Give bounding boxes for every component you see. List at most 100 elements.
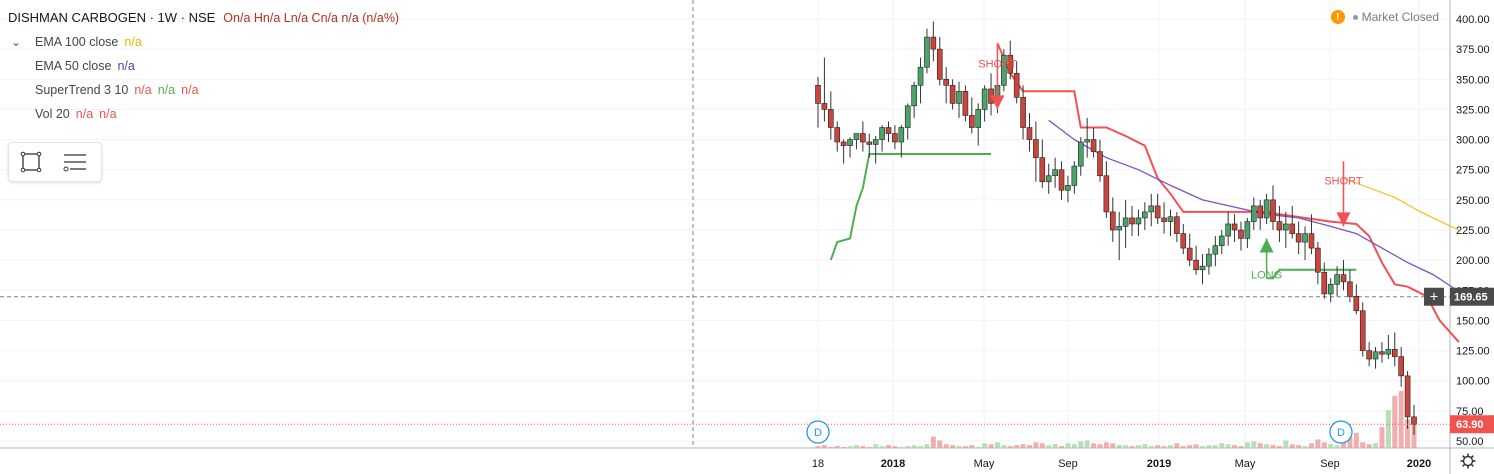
candle-body: [872, 139, 879, 145]
volume-bar: [1238, 446, 1244, 448]
gear-icon[interactable]: [1460, 453, 1476, 469]
volume-bar: [1167, 445, 1173, 448]
indicator-label: EMA 50 close: [35, 59, 112, 73]
volume-bar: [1110, 443, 1116, 448]
candle-body: [1315, 247, 1321, 273]
candle-body: [1263, 199, 1270, 219]
gear-icon-ring: [1462, 455, 1474, 467]
dividend-marker-label: D: [814, 427, 822, 439]
volume-bar: [969, 445, 975, 448]
legend-indicator-row[interactable]: Vol 20 n/a n/a: [8, 102, 399, 126]
candle-body: [1193, 259, 1199, 271]
plus-icon[interactable]: +: [1430, 289, 1439, 306]
crosshair-price-bg: [1450, 287, 1494, 306]
dividend-marker-circle: [806, 420, 830, 444]
supertrend-down-line: [996, 42, 1460, 343]
ema100-line: [1343, 177, 1460, 231]
candle-body: [1283, 223, 1289, 231]
crosshair-price-label: 169.65: [1454, 292, 1488, 304]
price-tick-label: 325.00: [1456, 104, 1490, 116]
candle-body: [975, 109, 982, 128]
volume-bar: [1148, 446, 1154, 448]
volume-bar: [1200, 446, 1206, 448]
volume-bar: [1193, 444, 1199, 448]
candle-body: [1129, 217, 1135, 225]
collapse-legend-icon[interactable]: ⌄: [10, 35, 22, 49]
short-signal-label: SHORT: [978, 58, 1017, 70]
candle-body: [1257, 205, 1263, 219]
indicator-value: n/a: [75, 107, 94, 121]
candle-body: [1103, 175, 1110, 213]
candle-body: [1391, 349, 1398, 357]
legend-symbol-row: DISHMAN CARBOGEN · 1W · NSE On/a Hn/a Ln…: [8, 6, 399, 30]
candle-body: [1097, 151, 1103, 177]
volume-bar: [841, 447, 847, 448]
volume-bar: [1014, 445, 1020, 448]
volume-bar: [1123, 445, 1129, 448]
symbol-title[interactable]: DISHMAN CARBOGEN · 1W · NSE: [8, 10, 216, 25]
volume-bar: [1001, 445, 1007, 448]
volume-bar: [1244, 442, 1250, 448]
price-tick-label: 125.00: [1456, 346, 1490, 358]
volume-bar: [1059, 446, 1065, 448]
time-tick-label: 18: [812, 458, 824, 470]
volume-bar: [1206, 445, 1212, 448]
candle-body: [962, 91, 969, 116]
dividend-marker-circle: [1329, 420, 1353, 444]
indicator-label: SuperTrend 3 10: [35, 83, 129, 97]
indicator-value: n/a: [124, 35, 142, 49]
list-settings-icon[interactable]: [53, 144, 97, 180]
dividend-marker[interactable]: D: [806, 420, 830, 444]
price-tick-label: 275.00: [1456, 165, 1490, 177]
legend-indicator-row[interactable]: EMA 50 close n/a: [8, 54, 399, 78]
volume-bar: [1155, 445, 1161, 448]
candle-body: [1090, 139, 1097, 152]
volume-bar: [1270, 445, 1276, 448]
price-tick-label: 350.00: [1456, 74, 1490, 86]
indicator-value: n/a: [99, 107, 117, 121]
candle-body: [1052, 169, 1058, 177]
candle-body: [860, 133, 866, 143]
candle-body: [815, 85, 821, 104]
indicator-value: n/a: [117, 59, 135, 73]
legend-indicator-row[interactable]: SuperTrend 3 10 n/a n/a n/a: [8, 78, 399, 102]
rectangle-select-icon[interactable]: [9, 144, 53, 180]
dividend-marker-label: D: [1337, 427, 1345, 439]
volume-bar: [1302, 446, 1308, 448]
volume-bar: [879, 446, 885, 448]
candle-body: [1167, 216, 1174, 222]
candle-body: [1206, 253, 1212, 267]
candle-body: [1340, 274, 1347, 283]
volume-bar: [1071, 444, 1077, 448]
volume-bar: [1091, 443, 1097, 448]
volume-bar: [994, 442, 1000, 448]
candle-body: [1135, 217, 1142, 225]
status-dot: [1352, 14, 1358, 20]
candle-body: [898, 127, 905, 143]
last-price-tag: 63.90: [1450, 415, 1494, 434]
volume-bar: [1142, 444, 1148, 448]
candle-body: [1218, 235, 1225, 246]
candle-body: [1238, 229, 1244, 239]
warning-icon[interactable]: !: [1330, 10, 1345, 24]
candle-body: [847, 139, 853, 146]
candle-body: [1359, 310, 1366, 351]
legend-indicator-row[interactable]: ⌄ EMA 100 close n/a: [8, 30, 399, 54]
volume-bar: [975, 447, 981, 448]
candle-body: [1379, 351, 1385, 355]
dividend-marker[interactable]: D: [1329, 420, 1353, 444]
price-tick-label: 100.00: [1456, 376, 1490, 388]
volume-bar: [962, 446, 968, 448]
candle-body: [885, 127, 892, 134]
candle-body: [1161, 217, 1167, 222]
candle-body: [1186, 247, 1193, 261]
volume-bar: [988, 444, 994, 448]
volume-bar: [821, 445, 827, 448]
volume-bar: [853, 445, 859, 448]
price-tick-label: 375.00: [1456, 44, 1490, 56]
time-tick-label: Sep: [1320, 458, 1340, 470]
volume-bar: [1411, 424, 1417, 448]
volume-bar: [1315, 439, 1321, 448]
volume-bar: [1347, 436, 1353, 448]
